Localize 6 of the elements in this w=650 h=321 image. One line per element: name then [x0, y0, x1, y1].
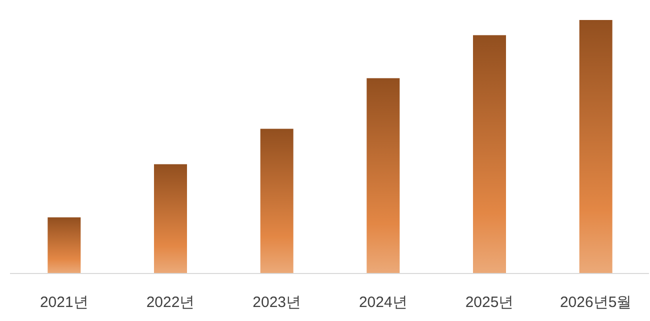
x-tick-label: 2021년 [40, 294, 88, 311]
x-tick-label: 2025년 [465, 294, 514, 311]
x-tick-label: 2024년 [358, 294, 408, 311]
x-tick-label: 2026년5월 [560, 294, 632, 311]
x-tick-label: 2022년 [146, 294, 195, 311]
x-tick-label: 2023년 [252, 294, 302, 311]
